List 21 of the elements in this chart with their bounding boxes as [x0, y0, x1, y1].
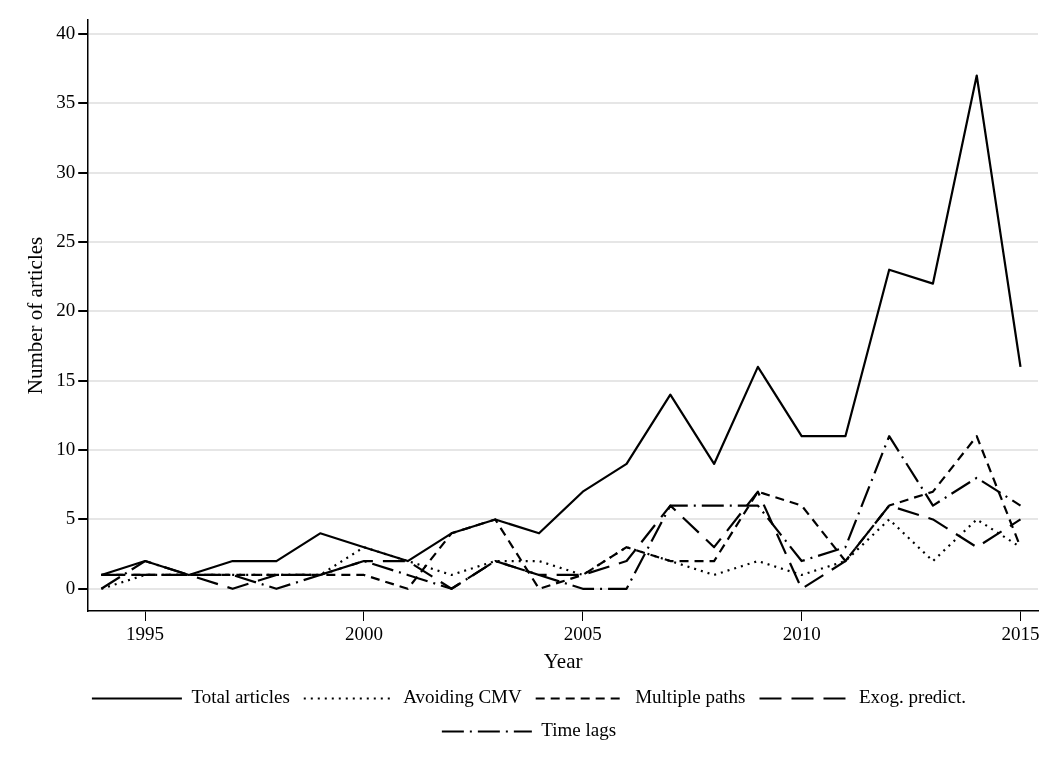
- y-tick-label: 25: [56, 229, 76, 251]
- y-tick-label: 15: [56, 368, 76, 390]
- x-tick-label: 2000: [344, 623, 383, 645]
- x-axis-title: Year: [543, 648, 583, 673]
- x-tick-label: 1995: [126, 623, 165, 645]
- x-tick-label: 2015: [1001, 623, 1040, 645]
- y-axis-title: Number of articles: [23, 236, 48, 395]
- legend-label: Multiple paths: [635, 686, 746, 708]
- y-tick-label: 35: [56, 91, 76, 113]
- x-tick-label: 2005: [563, 623, 602, 645]
- legend-label: Total articles: [191, 686, 290, 708]
- y-tick-label: 10: [56, 438, 76, 460]
- y-tick-label: 20: [56, 299, 76, 321]
- y-tick-label: 40: [56, 21, 76, 43]
- legend-label: Time lags: [541, 719, 617, 741]
- legend-label: Avoiding CMV: [403, 686, 522, 708]
- y-tick-label: 5: [65, 507, 76, 529]
- legend-label: Exog. predict.: [858, 686, 967, 708]
- y-tick-label: 0: [65, 576, 76, 598]
- x-tick-label: 2010: [782, 623, 821, 645]
- y-tick-label: 30: [56, 160, 76, 182]
